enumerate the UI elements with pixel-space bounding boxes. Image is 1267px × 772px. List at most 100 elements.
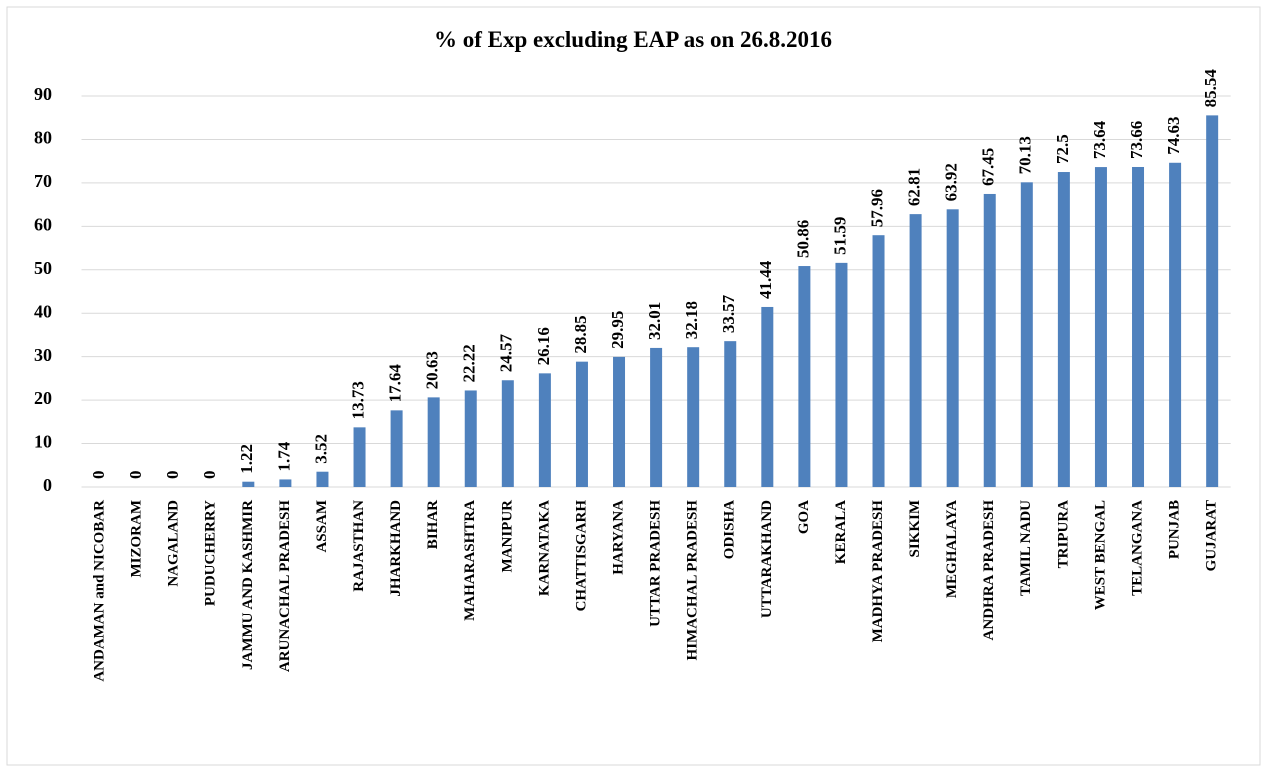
- x-tick-label: PUNJAB: [1167, 500, 1183, 559]
- data-label: 0: [200, 471, 219, 480]
- bar: [613, 356, 626, 487]
- bar: [1169, 162, 1182, 487]
- data-label: 62.81: [905, 168, 924, 206]
- data-label: 57.96: [867, 189, 886, 227]
- bar: [279, 479, 292, 487]
- bar: [316, 471, 329, 487]
- data-label: 13.73: [348, 381, 367, 419]
- data-label: 50.86: [793, 220, 812, 258]
- y-tick-label: 70: [34, 171, 52, 191]
- y-tick-label: 40: [34, 301, 52, 321]
- bar: [353, 427, 366, 487]
- data-label: 0: [126, 471, 145, 480]
- x-tick-label: RAJASTHAN: [351, 500, 367, 592]
- y-tick-label: 0: [43, 475, 52, 495]
- x-tick-label: JHARKHAND: [388, 500, 404, 597]
- data-label: 73.64: [1090, 120, 1109, 159]
- x-tick-label: GUJARAT: [1204, 500, 1220, 571]
- x-tick-label: GOA: [796, 500, 812, 534]
- bar: [464, 390, 477, 487]
- data-label: 29.95: [608, 311, 627, 349]
- bar: [872, 235, 885, 487]
- y-tick-label: 50: [34, 258, 52, 278]
- data-label: 0: [89, 471, 108, 480]
- data-label: 63.92: [942, 163, 961, 201]
- data-label: 28.85: [571, 315, 590, 353]
- data-label: 24.57: [497, 334, 516, 373]
- bar: [1132, 166, 1145, 487]
- data-label: 3.52: [311, 434, 330, 464]
- x-tick-label: HARYANA: [610, 500, 626, 575]
- bar: [501, 380, 514, 487]
- bar: [1057, 172, 1070, 487]
- data-label: 20.63: [423, 351, 442, 389]
- bar: [687, 347, 700, 487]
- data-label: 85.54: [1201, 69, 1220, 108]
- x-tick-label: MANIPUR: [499, 500, 515, 573]
- x-tick-label: KARNATAKA: [536, 500, 552, 596]
- data-label: 51.59: [830, 217, 849, 255]
- bar: [761, 306, 774, 487]
- data-label: 32.18: [682, 301, 701, 339]
- x-tick-label: ARUNACHAL PRADESH: [277, 500, 293, 672]
- bar: [575, 361, 588, 487]
- data-label: 67.45: [979, 148, 998, 186]
- bar: [1206, 115, 1219, 487]
- bar: [650, 347, 663, 487]
- data-label: 26.16: [534, 327, 553, 365]
- bar: [242, 481, 255, 487]
- bar: [946, 209, 959, 488]
- data-label: 72.5: [1053, 134, 1072, 164]
- x-tick-label: WEST BENGAL: [1092, 500, 1108, 610]
- data-label: 22.22: [460, 344, 479, 382]
- x-tick-label: TELANGANA: [1129, 500, 1145, 596]
- x-tick-label: MADHYA PRADESH: [870, 500, 886, 643]
- data-label: 1.22: [237, 444, 256, 474]
- chart-frame: [6, 6, 1261, 766]
- x-tick-label: HIMACHAL PRADESH: [685, 500, 701, 661]
- x-tick-label: MIZORAM: [129, 500, 145, 578]
- x-tick-label: PUDUCHERRY: [203, 500, 219, 606]
- bar: [835, 262, 848, 487]
- data-label: 17.64: [386, 364, 405, 403]
- data-label: 70.13: [1016, 136, 1035, 174]
- data-label: 74.63: [1164, 117, 1183, 155]
- data-label: 0: [163, 471, 182, 480]
- x-tick-label: BIHAR: [425, 500, 441, 549]
- bar: [538, 373, 551, 487]
- data-label: 33.57: [719, 294, 738, 333]
- x-tick-label: UTTAR PRADESH: [648, 500, 664, 627]
- x-tick-label: TRIPURA: [1055, 500, 1071, 569]
- x-tick-label: KERALA: [833, 500, 849, 564]
- y-tick-label: 30: [34, 345, 52, 365]
- bar: [798, 266, 811, 487]
- chart-title: % of Exp excluding EAP as on 26.8.2016: [434, 27, 832, 52]
- x-tick-label: JAMMU AND KASHMIR: [240, 500, 256, 670]
- data-label: 1.74: [274, 441, 293, 471]
- x-tick-label: NAGALAND: [166, 500, 182, 587]
- x-tick-label: MAHARASHTRA: [462, 500, 478, 621]
- bar: [390, 410, 403, 487]
- x-tick-label: ANDAMAN and NICOBAR: [91, 500, 107, 682]
- y-tick-label: 90: [34, 84, 52, 104]
- x-tick-label: CHATTISGARH: [573, 500, 589, 612]
- x-tick-label: TAMIL NADU: [1018, 500, 1034, 596]
- y-tick-label: 80: [34, 128, 52, 148]
- y-tick-label: 60: [34, 214, 52, 234]
- bar: [909, 214, 922, 488]
- x-tick-label: ASSAM: [314, 500, 330, 553]
- bar: [724, 341, 737, 487]
- bar: [427, 397, 440, 487]
- data-label: 73.66: [1127, 121, 1146, 159]
- x-tick-label: MEGHALAYA: [944, 500, 960, 598]
- data-label: 32.01: [645, 302, 664, 340]
- bar: [1020, 182, 1033, 488]
- y-tick-label: 20: [34, 388, 52, 408]
- data-label: 41.44: [756, 260, 775, 299]
- bar: [1094, 167, 1107, 487]
- x-tick-label: UTTARAKHAND: [759, 500, 775, 618]
- bar: [983, 193, 996, 487]
- y-tick-label: 10: [34, 432, 52, 452]
- x-tick-label: SIKKIM: [907, 500, 923, 558]
- x-tick-label: ANDHRA PRADESH: [981, 500, 997, 641]
